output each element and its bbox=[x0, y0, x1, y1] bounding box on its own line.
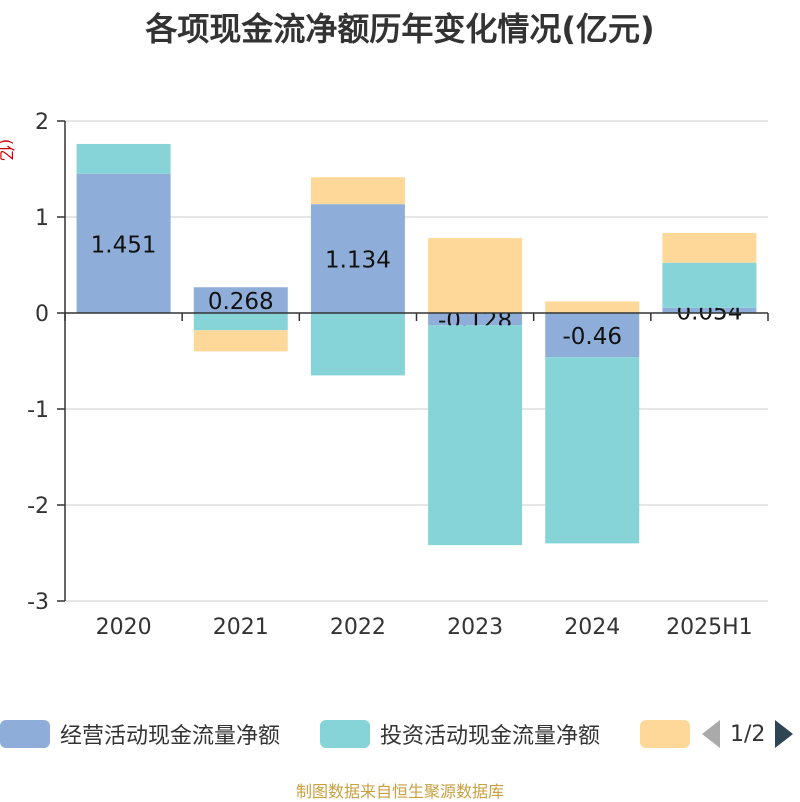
bar-investing bbox=[545, 357, 640, 544]
legend-label-operating: 经营活动现金流量净额 bbox=[60, 724, 281, 749]
y-tick-label: -3 bbox=[27, 590, 49, 615]
chart-title: 各项现金流净额历年变化情况(亿元) bbox=[145, 10, 655, 48]
y-tick-label: 2 bbox=[35, 110, 49, 135]
y-tick-label: 0 bbox=[35, 302, 49, 327]
data-label: 0.268 bbox=[208, 289, 274, 315]
bar-financing bbox=[545, 301, 640, 313]
y-tick-label: -1 bbox=[27, 398, 49, 423]
legend-pager: 1/2 bbox=[702, 714, 794, 754]
x-tick-label: 2020 bbox=[96, 615, 152, 640]
bar-financing bbox=[310, 177, 405, 205]
data-label: 1.134 bbox=[325, 248, 391, 274]
next-page-icon[interactable] bbox=[775, 720, 794, 748]
bar-investing bbox=[310, 313, 405, 376]
x-tick-label: 2022 bbox=[330, 615, 386, 640]
bar-investing bbox=[428, 325, 523, 546]
y-tick-label: -2 bbox=[27, 494, 49, 519]
legend-swatch-operating bbox=[0, 720, 50, 748]
legend-swatch-investing bbox=[320, 720, 370, 748]
legend-item-operating[interactable]: 经营活动现金流量净额 bbox=[0, 714, 280, 754]
legend-item-investing[interactable]: 投资活动现金流量净额 bbox=[320, 714, 600, 754]
bar-investing bbox=[193, 313, 288, 331]
data-label: -0.46 bbox=[562, 324, 622, 350]
bar-operating bbox=[310, 204, 405, 313]
bar-operating bbox=[662, 307, 757, 313]
bar-investing bbox=[76, 143, 171, 174]
bar-operating bbox=[193, 287, 288, 313]
legend: 经营活动现金流量净额 投资活动现金流量净额 1/2 bbox=[0, 714, 800, 754]
previous-page-icon[interactable] bbox=[702, 720, 720, 748]
bar-operating bbox=[545, 313, 640, 358]
bar-operating bbox=[428, 313, 523, 326]
legend-item-financing[interactable] bbox=[640, 714, 690, 754]
bar-financing bbox=[428, 238, 523, 313]
x-tick-label: 2024 bbox=[564, 615, 620, 640]
legend-page-indicator: 1/2 bbox=[730, 721, 766, 747]
bar-financing bbox=[193, 330, 288, 352]
x-tick-label: 2023 bbox=[447, 615, 503, 640]
x-tick-label: 2025H1 bbox=[666, 615, 753, 640]
cash-flow-chart: 210-1-2-31.4510.2681.134-0.128-0.460.054… bbox=[27, 110, 769, 640]
data-source-note: 制图数据来自恒生聚源数据库 bbox=[295, 782, 504, 801]
bar-investing bbox=[662, 262, 757, 308]
legend-swatch-financing bbox=[640, 720, 690, 748]
data-label: 1.451 bbox=[91, 232, 157, 258]
legend-label-investing: 投资活动现金流量净额 bbox=[380, 724, 601, 749]
y-tick-label: 1 bbox=[35, 206, 49, 231]
bar-operating bbox=[76, 173, 171, 313]
bar-financing bbox=[662, 232, 757, 263]
x-tick-label: 2021 bbox=[213, 615, 269, 640]
